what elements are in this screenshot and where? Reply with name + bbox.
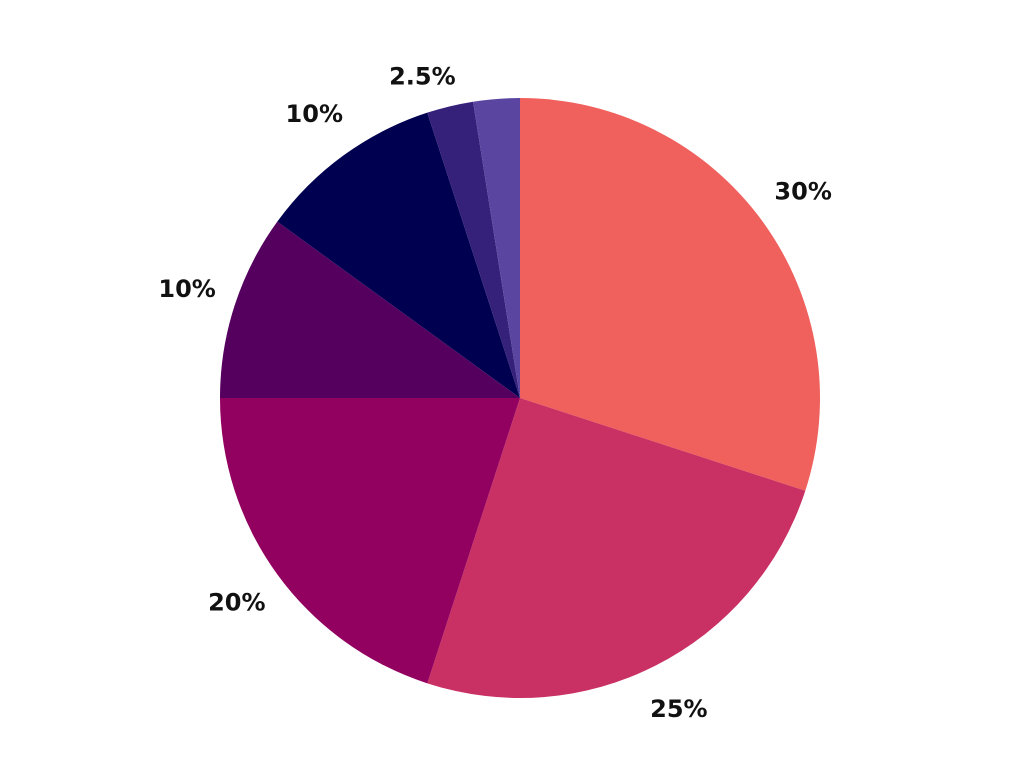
data-label: 2.5% (389, 63, 456, 91)
data-label: 30% (774, 177, 831, 205)
data-label: 10% (158, 275, 215, 303)
data-label: 10% (286, 100, 343, 128)
pie-slice (427, 101, 520, 399)
pie-slice (520, 98, 820, 491)
pie-slice (427, 398, 806, 699)
pie-slice (473, 98, 520, 398)
pie-slice (220, 221, 520, 398)
data-label: 25% (650, 695, 707, 723)
pie-slice (277, 112, 520, 398)
data-label: 20% (208, 589, 265, 617)
pie-slice (220, 398, 520, 684)
